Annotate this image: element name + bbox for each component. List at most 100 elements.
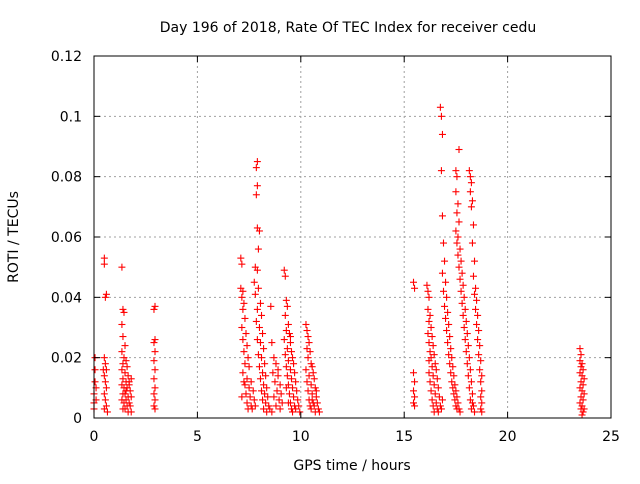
x-tick-label: 20 [499,429,517,445]
data-point [101,293,109,301]
data-point [307,381,315,389]
data-point [441,257,449,265]
data-point [103,408,111,416]
x-tick-label: 0 [90,429,99,445]
data-point [151,396,159,404]
data-point [240,378,248,386]
data-point [151,336,159,344]
data-point [260,405,268,413]
data-point [426,348,434,356]
data-point [127,408,135,416]
data-point [122,357,130,365]
data-point [438,396,446,404]
data-point [118,263,126,271]
data-point [429,402,437,410]
data-point [424,287,432,295]
data-point [241,314,249,322]
data-point [452,188,460,196]
data-point [150,305,158,313]
data-point [151,302,159,310]
data-point [438,212,446,220]
data-point [261,390,269,398]
data-point [252,164,260,172]
data-point [245,384,253,392]
data-point [91,366,99,374]
data-point [315,408,323,416]
data-point [471,408,479,416]
data-point [435,393,443,401]
data-point [410,399,418,407]
x-tick-label: 5 [193,429,202,445]
data-point [411,402,419,410]
data-point [473,296,481,304]
data-point [100,260,108,268]
data-point [462,348,470,356]
x-tick-label: 15 [395,429,413,445]
data-point [437,405,445,413]
data-point [286,333,294,341]
data-point [151,348,159,356]
data-point [238,293,246,301]
data-point [464,342,472,350]
data-point [127,393,135,401]
data-point [254,284,262,292]
data-point [284,357,292,365]
data-point [423,281,431,289]
data-point [121,369,129,377]
data-point [433,375,441,383]
data-point [465,167,473,175]
data-point [270,354,278,362]
data-point [282,363,290,371]
data-point [262,399,270,407]
data-point [283,302,291,310]
data-point [102,384,110,392]
data-point [281,272,289,280]
data-point [100,372,108,380]
data-point [277,390,285,398]
data-point [579,381,587,389]
data-point [272,360,280,368]
data-point [287,375,295,383]
data-point [290,393,298,401]
data-point [474,336,482,344]
data-point [270,393,278,401]
data-point [281,311,289,319]
data-point [294,396,302,404]
data-point [467,203,475,211]
data-point [250,396,258,404]
data-point [307,360,315,368]
data-point [477,378,485,386]
data-point [454,233,462,241]
data-point [425,369,433,377]
data-point [472,284,480,292]
data-point [289,408,297,416]
data-point [239,287,247,295]
data-point [276,405,284,413]
data-point [411,393,419,401]
data-point [439,287,447,295]
data-point [296,408,304,416]
data-point [120,308,128,316]
data-point [443,293,451,301]
data-point [411,284,419,292]
data-point [438,130,446,138]
data-point [475,351,483,359]
data-point [150,375,158,383]
data-point [428,363,436,371]
data-point [430,381,438,389]
data-point [431,390,439,398]
data-point [286,366,294,374]
data-point [436,402,444,410]
data-point [459,311,467,319]
data-point [476,366,484,374]
data-point [456,408,464,416]
data-point [411,378,419,386]
data-point [121,342,129,350]
data-point [275,396,283,404]
data-point [123,363,131,371]
data-point [127,375,135,383]
data-point [100,390,108,398]
data-point [466,366,474,374]
data-point [436,103,444,111]
data-point [467,405,475,413]
